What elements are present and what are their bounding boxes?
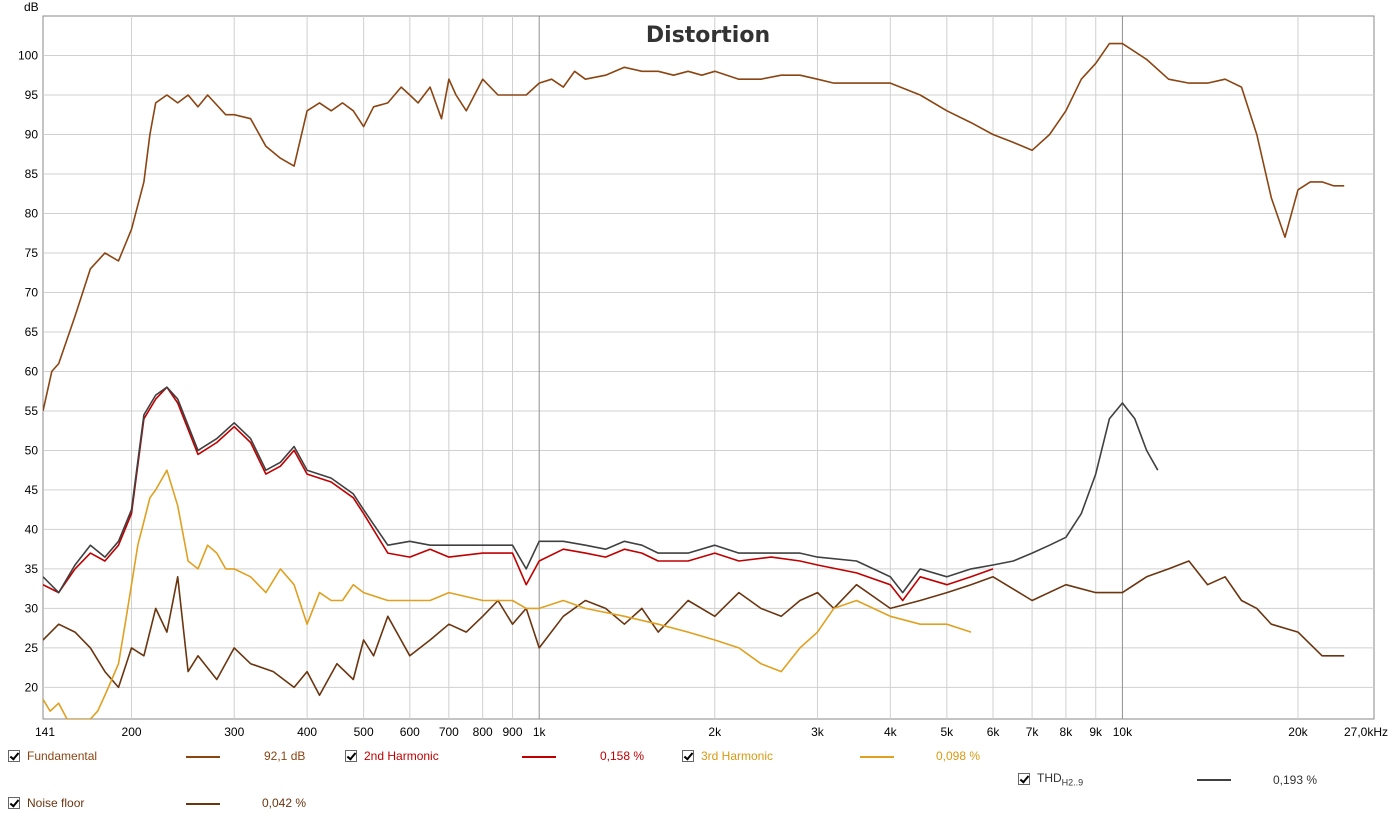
y-axis-ticks: 20 25 30 35 40 45 50 55 60 65 70 75 80 85 90 95 100 bbox=[18, 48, 38, 694]
y-tick-label: 45 bbox=[25, 483, 39, 497]
noise-checkbox[interactable] bbox=[8, 797, 20, 809]
x-axis-ticks: 141 200 300 400 500 600 700 800 900 1k 2k 3k 4k 5k 6k 7… bbox=[35, 725, 1388, 739]
h3-swatch bbox=[860, 756, 894, 758]
y-tick-label: 75 bbox=[25, 246, 39, 260]
x-tick-label: 7k bbox=[1026, 725, 1040, 739]
y-tick-label: 80 bbox=[25, 206, 39, 220]
y-tick-label: 65 bbox=[25, 325, 39, 339]
series-line-2nd-harmonic bbox=[43, 386, 994, 602]
x-tick-label: 6k bbox=[987, 725, 1001, 739]
h3-checkbox[interactable] bbox=[682, 750, 694, 762]
plot-area bbox=[42, 15, 1375, 720]
series-line-3rd-harmonic bbox=[43, 469, 972, 719]
y-tick-label: 35 bbox=[25, 562, 39, 576]
x-tick-label: 2k bbox=[708, 725, 722, 739]
h2-checkbox[interactable] bbox=[345, 750, 357, 762]
y-tick-label: 85 bbox=[25, 167, 39, 181]
x-tick-label: 27,0kHz bbox=[1344, 725, 1388, 739]
x-tick-label: 900 bbox=[502, 725, 522, 739]
fundamental-checkbox[interactable] bbox=[8, 750, 20, 762]
y-tick-label: 40 bbox=[25, 522, 39, 536]
thd-swatch bbox=[1197, 779, 1231, 781]
x-tick-label: 10k bbox=[1113, 725, 1133, 739]
chart-grid bbox=[42, 15, 1375, 720]
noise-value: 0,042 % bbox=[262, 796, 307, 810]
y-tick-label: 100 bbox=[18, 48, 38, 62]
series-line-thd bbox=[43, 386, 1159, 594]
thd-checkbox[interactable] bbox=[1018, 773, 1030, 785]
fundamental-swatch bbox=[186, 756, 220, 758]
x-tick-label: 1k bbox=[533, 725, 547, 739]
y-tick-label: 25 bbox=[25, 641, 39, 655]
x-tick-label: 8k bbox=[1060, 725, 1074, 739]
y-tick-label: 20 bbox=[25, 680, 39, 694]
y-tick-label: 90 bbox=[25, 127, 39, 141]
x-tick-label: 3k bbox=[811, 725, 825, 739]
h2-value: 0,158 % bbox=[600, 749, 645, 763]
x-tick-label: 300 bbox=[224, 725, 244, 739]
fundamental-value: 92,1 dB bbox=[264, 749, 306, 763]
h3-value: 0,098 % bbox=[936, 749, 981, 763]
noise-label: Noise floor bbox=[27, 796, 85, 810]
thd-label: THDH2..9 bbox=[1037, 771, 1083, 787]
thd-value: 0,193 % bbox=[1273, 773, 1318, 787]
y-tick-label: 55 bbox=[25, 404, 39, 418]
fundamental-label: Fundamental bbox=[27, 749, 98, 763]
x-tick-label: 700 bbox=[439, 725, 459, 739]
x-tick-label: 141 bbox=[35, 725, 55, 739]
h2-swatch bbox=[522, 756, 556, 758]
noise-swatch bbox=[186, 803, 220, 805]
x-tick-label: 4k bbox=[884, 725, 898, 739]
y-tick-label: 60 bbox=[25, 364, 39, 378]
x-tick-label: 5k bbox=[941, 725, 955, 739]
y-tick-label: 70 bbox=[25, 285, 39, 299]
x-tick-label: 9k bbox=[1089, 725, 1103, 739]
thd-label-sub: H2..9 bbox=[1061, 777, 1084, 788]
x-tick-label: 20k bbox=[1288, 725, 1308, 739]
y-axis-label: dB bbox=[24, 0, 39, 14]
h3-label: 3rd Harmonic bbox=[701, 749, 774, 763]
y-tick-label: 95 bbox=[25, 88, 39, 102]
y-tick-label: 30 bbox=[25, 601, 39, 615]
y-tick-label: 50 bbox=[25, 443, 39, 457]
x-tick-label: 800 bbox=[473, 725, 493, 739]
series-lines bbox=[43, 42, 1345, 719]
series-line-fundamental bbox=[43, 42, 1345, 412]
h2-label: 2nd Harmonic bbox=[364, 749, 439, 763]
chart-title: Distortion bbox=[646, 23, 770, 48]
x-tick-label: 200 bbox=[122, 725, 142, 739]
x-tick-label: 400 bbox=[297, 725, 317, 739]
thd-label-text: THD bbox=[1037, 771, 1062, 785]
series-line-noise-floor bbox=[43, 560, 1345, 697]
x-tick-label: 500 bbox=[354, 725, 374, 739]
x-tick-label: 600 bbox=[400, 725, 420, 739]
